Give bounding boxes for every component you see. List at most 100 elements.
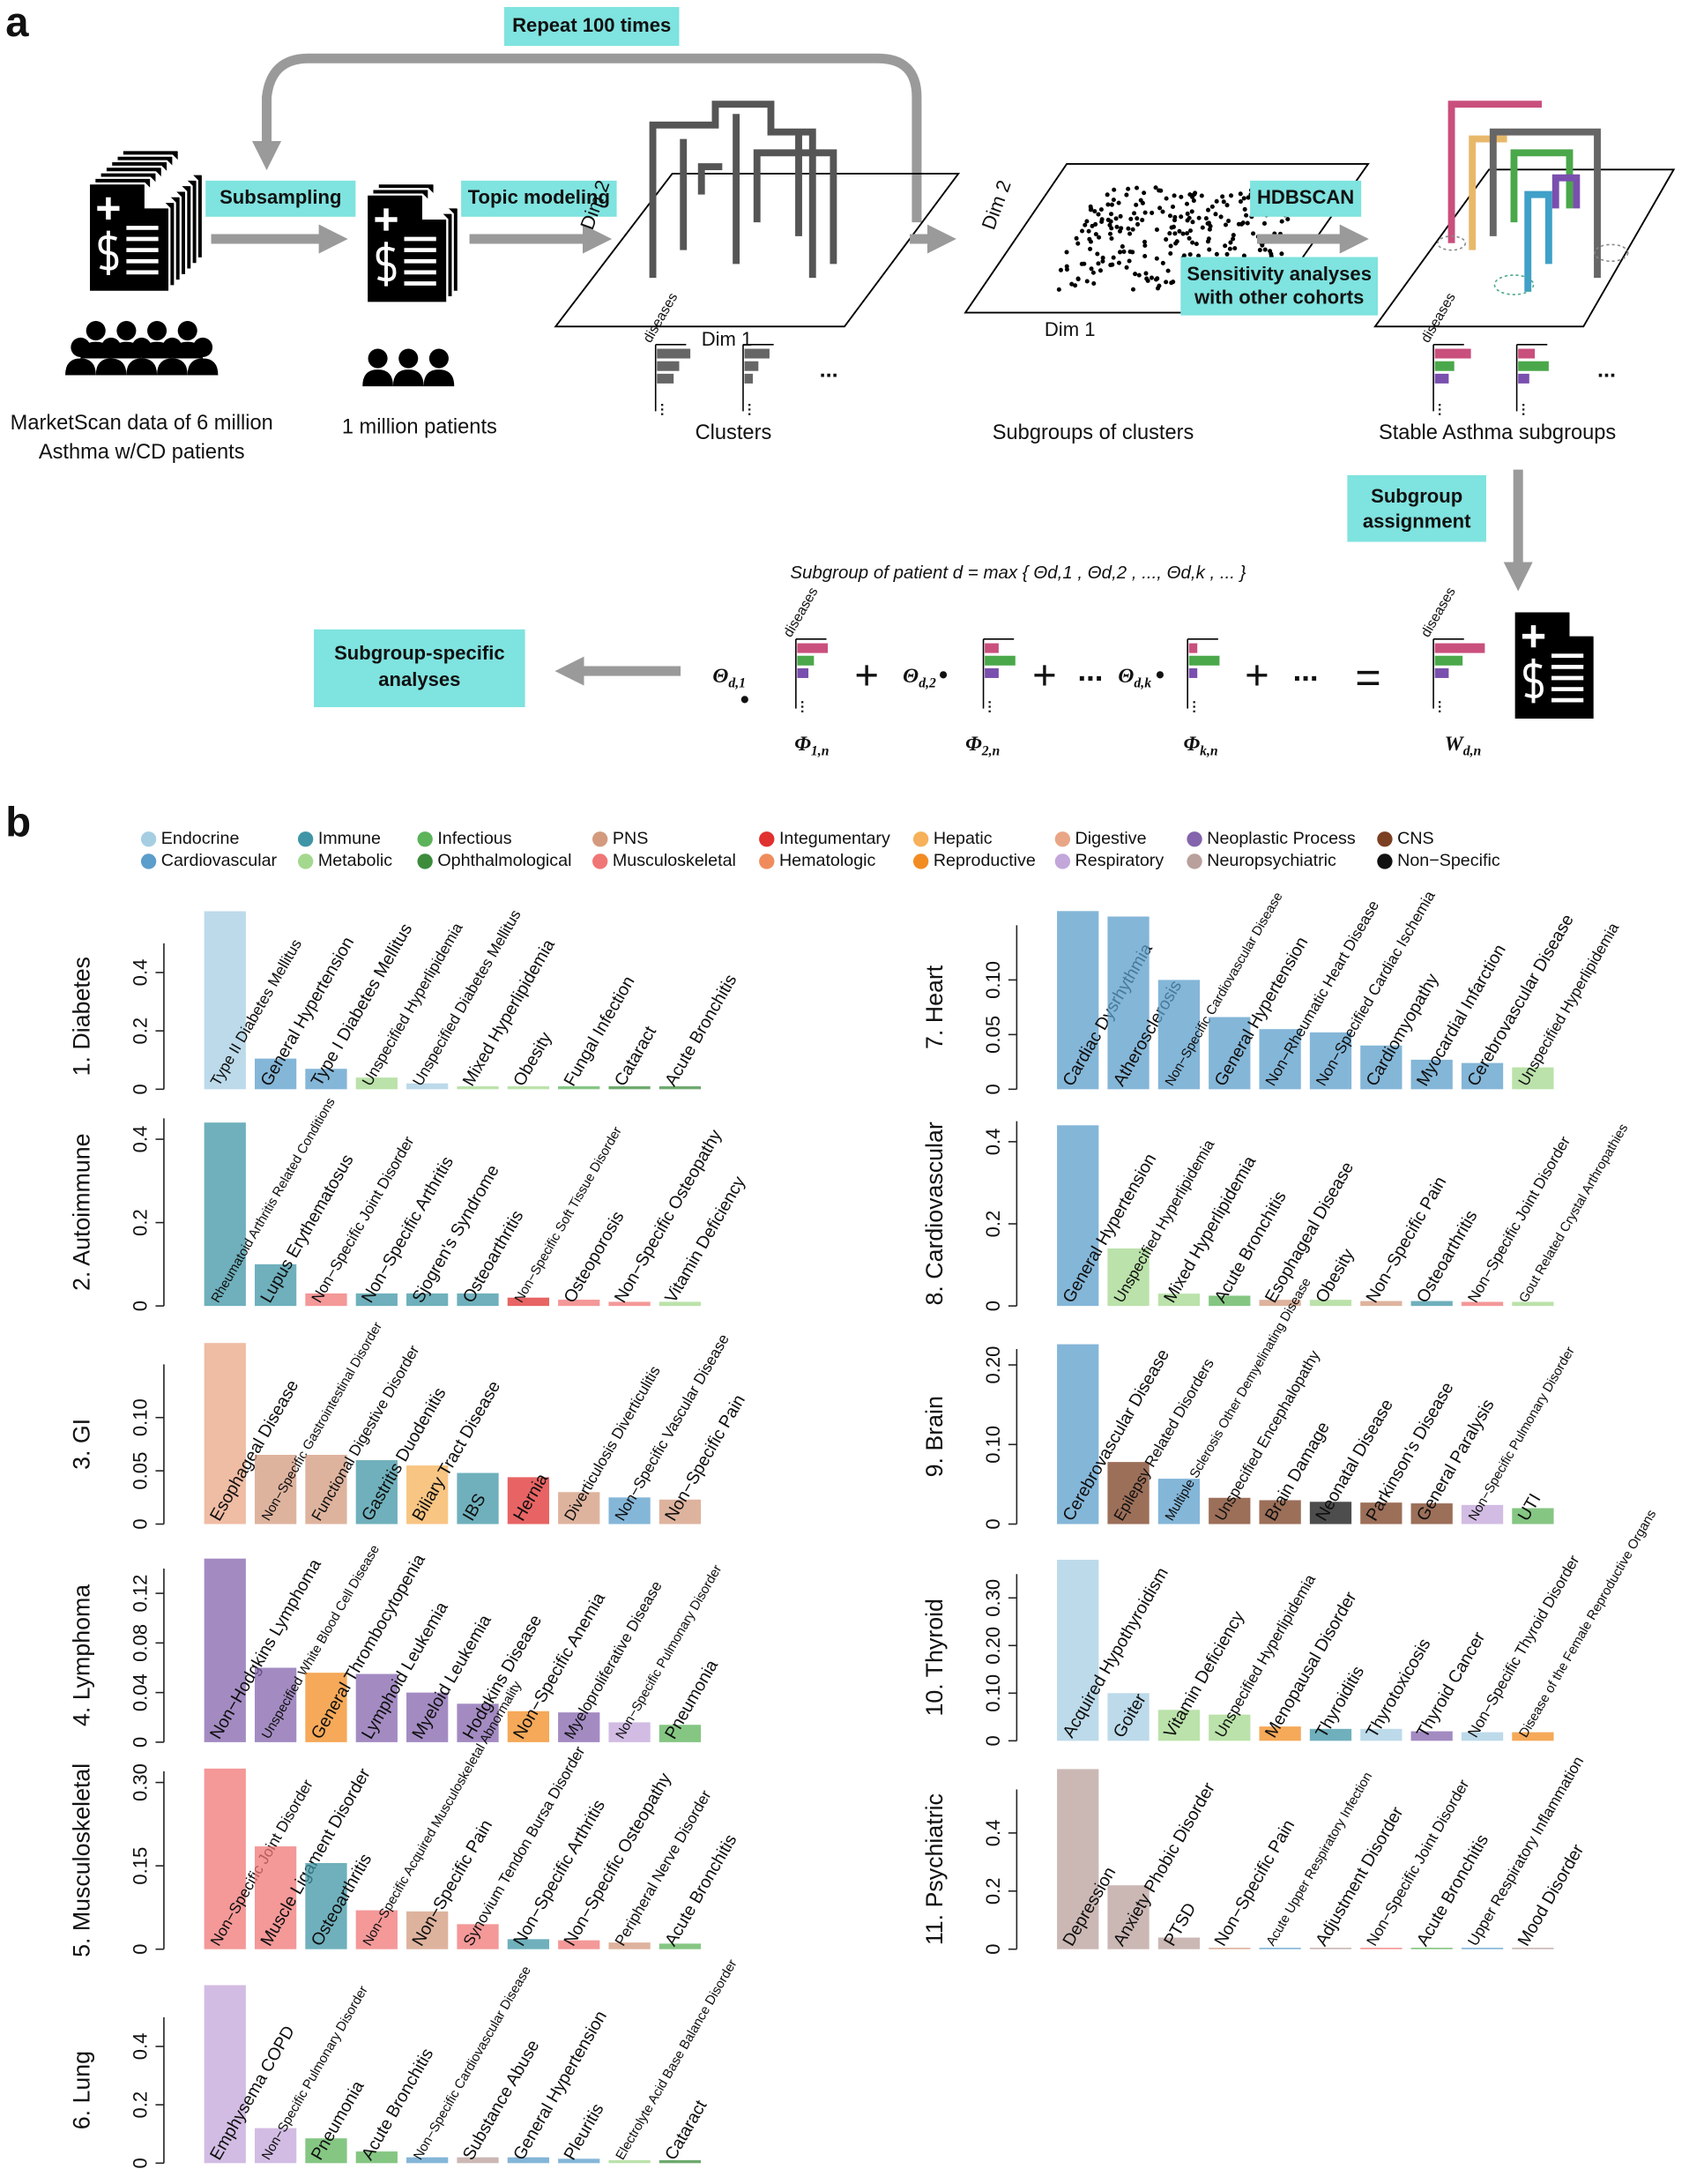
scatter-dot	[1205, 239, 1210, 244]
scatter-dot	[1088, 246, 1093, 251]
mini-bar	[1518, 348, 1536, 359]
scatter-dot	[1203, 216, 1209, 221]
scatter-dot	[1153, 185, 1158, 190]
scatter-dot	[1093, 221, 1098, 227]
bar-label: Menopausal Disorder	[1261, 1588, 1361, 1740]
legend-swatch	[912, 853, 929, 869]
bar	[305, 1069, 347, 1090]
scatter-dot	[1199, 193, 1204, 198]
scatter-dot	[1164, 280, 1169, 285]
scatter-dot	[1135, 216, 1140, 221]
y-tick-label: 0.10	[982, 1674, 1004, 1712]
ellipsis: ...	[1293, 654, 1319, 688]
legend-label: Reproductive	[934, 851, 1036, 870]
bar-label: Non−Specific Arthritis	[510, 1796, 609, 1949]
scatter-dot	[1121, 249, 1127, 254]
bar-label: General Hypertension	[257, 934, 358, 1090]
scatter-dot	[1172, 218, 1178, 223]
y-tick-label: 0.30	[130, 1763, 152, 1801]
mini-bar	[1518, 373, 1529, 384]
bar	[1512, 1301, 1554, 1307]
topic-box	[461, 180, 617, 217]
bar	[1107, 1885, 1150, 1949]
bar	[1512, 1948, 1554, 1949]
scatter-dot	[1187, 228, 1193, 234]
bar-label: Non−Specific Joint Disorder	[308, 1133, 418, 1306]
theta: Θd,2	[903, 665, 936, 689]
bar	[1107, 916, 1150, 1090]
scatter-dot	[1164, 237, 1169, 242]
w: Wd,n	[1445, 734, 1482, 758]
scatter-dot	[1231, 233, 1236, 238]
scatter-dot	[1261, 220, 1267, 226]
mini-dots: ···	[794, 700, 809, 714]
ellipsis: ...	[1077, 654, 1103, 688]
bar	[1259, 1029, 1301, 1090]
dim-label: Dim 1	[702, 328, 753, 350]
scatter-dot	[1099, 220, 1105, 225]
scatter-dot	[1073, 283, 1078, 288]
scatter-dot	[1187, 252, 1193, 257]
mini-bar	[985, 655, 1016, 666]
scatter-dot	[1173, 241, 1179, 246]
y-tick-label: 0	[982, 1944, 1004, 1955]
bar	[406, 1293, 449, 1307]
plus: +	[1032, 652, 1057, 698]
bar	[457, 1293, 499, 1307]
scatter-dot	[1242, 206, 1247, 212]
legend-swatch	[140, 853, 157, 869]
mini-bar	[1188, 667, 1198, 678]
scatter-dot	[1120, 244, 1125, 250]
bar-label: Obesity	[1312, 1246, 1358, 1307]
y-tick-label: 0.4	[130, 959, 152, 987]
bar-label: Type I Diabetes Mellitus	[308, 921, 417, 1090]
scatter-dot	[1180, 231, 1186, 236]
bar	[1309, 1032, 1352, 1090]
scatter-dot	[1184, 201, 1189, 206]
scatter-dot	[1126, 186, 1131, 191]
scatter-dot	[1209, 204, 1215, 209]
plus: +	[854, 652, 879, 698]
repeat-text: Repeat 100 times	[512, 14, 671, 36]
legend-swatch	[297, 831, 314, 847]
y-tick-label: 0.4	[130, 2033, 152, 2061]
bar-label: Unspecified Hyperlipidemia	[1110, 1137, 1217, 1306]
scatter-dot	[1140, 200, 1145, 205]
scatter-dot	[1089, 266, 1094, 272]
scatter-dot	[1075, 276, 1081, 281]
legend-label: Hematologic	[779, 851, 876, 870]
scatter-dot	[1207, 247, 1212, 252]
mini-bar	[1434, 655, 1463, 666]
bar	[204, 1558, 246, 1742]
scatter-dot	[1110, 262, 1115, 267]
bar	[254, 1846, 297, 1949]
legend-swatch	[1187, 853, 1202, 869]
bar	[1309, 1502, 1352, 1524]
scatter-dot	[1150, 210, 1155, 215]
sensitivity-box	[1180, 257, 1379, 316]
mini-bar	[657, 361, 680, 371]
legend-swatch	[417, 831, 433, 847]
scatter-dot	[1100, 258, 1105, 264]
scatter-dot	[1119, 226, 1124, 231]
scatter-dot	[1257, 248, 1262, 253]
scatter-dot	[1160, 209, 1165, 214]
scatter-dot	[1093, 232, 1098, 237]
subsampling-box	[205, 180, 356, 217]
bar	[1461, 1062, 1504, 1090]
scatter-dot	[1075, 241, 1081, 246]
scatter-dot	[1279, 251, 1284, 257]
bar	[1209, 1295, 1251, 1307]
dim-label: Dim 2	[978, 177, 1016, 233]
scatter-dot	[1189, 209, 1194, 214]
scatter-dot	[1134, 185, 1140, 190]
scatter-dot	[1165, 268, 1171, 273]
cluster-plane	[554, 101, 961, 328]
legend-swatch	[1054, 831, 1071, 847]
scatter-dot	[1262, 247, 1268, 252]
bar	[1309, 1300, 1352, 1307]
scatter-dot	[1160, 260, 1165, 265]
doc-small	[367, 183, 458, 303]
y-tick-label: 0.2	[982, 1877, 1004, 1904]
scatter-dot	[1190, 240, 1195, 245]
